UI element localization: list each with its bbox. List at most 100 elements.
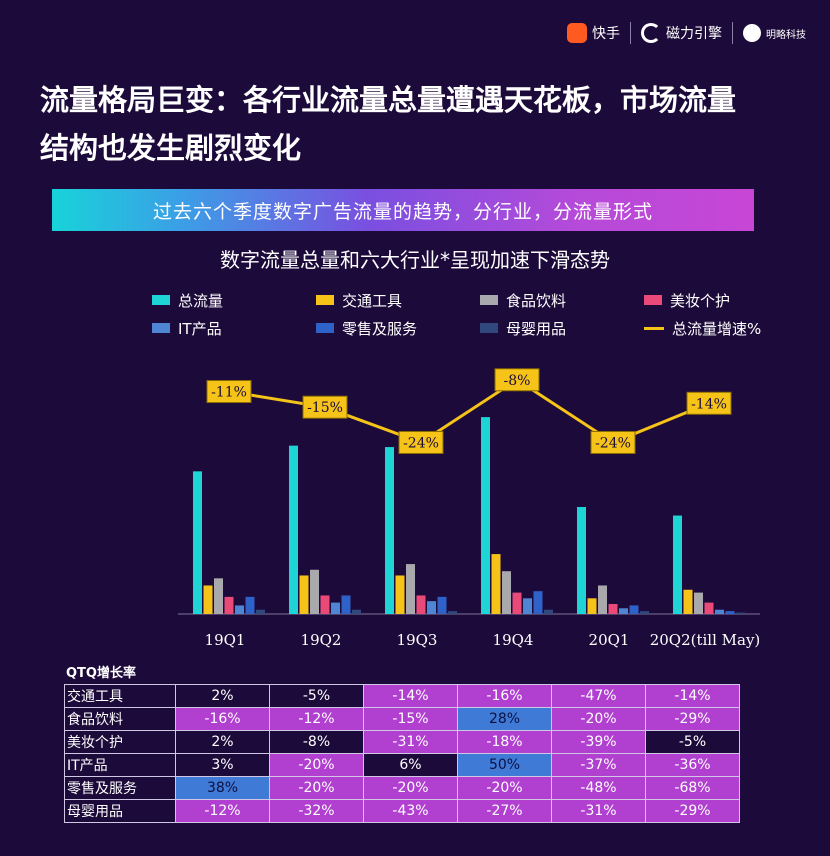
bar-零售及服务-19Q4 (533, 591, 543, 614)
chart-legend: 总流量 交通工具 食品饮料 美妆个护 IT产品 零售及服务 母婴用品 总流量增速% (152, 290, 812, 338)
brand-logos: 快手 磁力引擎 明略科技 (567, 22, 806, 44)
growth-label-box (302, 395, 348, 419)
legend-item: 零售及服务 (316, 318, 480, 338)
bar-交通工具-19Q3 (395, 575, 405, 614)
growth-label: -15% (307, 400, 343, 416)
bar-零售及服务-20Q2(till May) (725, 611, 735, 614)
qtq-row-label: 交通工具 (64, 684, 176, 708)
qtq-cell: -8% (269, 730, 364, 754)
bar-母婴用品-19Q4 (544, 609, 553, 614)
mingjing-logo-text: 明略科技 (766, 29, 806, 41)
bar-美妆个护-19Q2 (320, 595, 330, 614)
growth-label-box (590, 430, 636, 454)
qtq-cell: -29% (645, 707, 740, 731)
qtq-row: 食品饮料 -16% -12% -15% 28% -20% -29% (64, 707, 740, 731)
bar-交通工具-19Q2 (299, 575, 309, 614)
cili-logo-text: 磁力引擎 (666, 26, 722, 42)
legend-item: 总流量增速% (644, 318, 808, 338)
legend-label: 母婴用品 (506, 319, 567, 338)
bar-IT产品-20Q1 (619, 608, 628, 614)
qtq-cell: -20% (551, 707, 646, 731)
growth-label-box (398, 430, 444, 454)
bar-总流量-19Q1 (193, 471, 202, 614)
qtq-cell: -39% (551, 730, 646, 754)
qtq-cell: 28% (457, 707, 552, 731)
growth-label: -8% (504, 373, 531, 389)
bar-交通工具-19Q1 (203, 585, 213, 614)
legend-item: 母婴用品 (480, 318, 644, 338)
bar-美妆个护-19Q4 (512, 592, 522, 614)
x-tick-label: 20Q2(till May) (650, 631, 761, 649)
qtq-row-label: 母婴用品 (64, 799, 176, 823)
qtq-cell: -29% (645, 799, 740, 823)
x-tick-label: 19Q1 (205, 631, 246, 649)
bar-IT产品-20Q2(till May) (715, 609, 724, 614)
section-banner-text: 过去六个季度数字广告流量的趋势，分行业，分流量形式 (152, 200, 653, 223)
qtq-cell: -31% (551, 799, 646, 823)
legend-label: 总流量 (178, 291, 224, 310)
cili-logo-icon (641, 23, 661, 43)
bar-IT产品-19Q1 (235, 605, 244, 614)
qtq-cell: 50% (457, 753, 552, 777)
qtq-cell: -31% (363, 730, 458, 754)
growth-label-box (494, 368, 540, 392)
qtq-cell: -18% (457, 730, 552, 754)
legend-swatch (480, 295, 498, 305)
bar-美妆个护-19Q1 (224, 596, 234, 614)
bar-交通工具-20Q2(till May) (683, 589, 693, 614)
bar-食品饮料-20Q1 (598, 585, 607, 614)
qtq-table-title: QTQ增长率 (66, 666, 136, 681)
legend-swatch (152, 295, 170, 305)
qtq-cell: -12% (175, 799, 270, 823)
bar-总流量-19Q2 (289, 445, 298, 614)
qtq-cell: -5% (269, 684, 364, 708)
bar-食品饮料-19Q4 (502, 571, 511, 614)
legend-label: 食品饮料 (506, 291, 567, 310)
x-tick-label: 19Q3 (397, 631, 438, 649)
legend-swatch (644, 295, 662, 305)
x-tick-label: 19Q4 (493, 631, 534, 649)
page-headline: 流量格局巨变：各行业流量总量遭遇天花板，市场流量结构也发生剧烈变化 (40, 83, 737, 165)
qtq-cell: -47% (551, 684, 646, 708)
bar-总流量-20Q2(till May) (673, 515, 682, 614)
x-tick-label: 20Q1 (589, 631, 630, 649)
qtq-cell: -27% (457, 799, 552, 823)
qtq-cell: 3% (175, 753, 270, 777)
bar-母婴用品-19Q1 (256, 609, 265, 614)
qtq-cell: -20% (269, 776, 364, 800)
mingjing-logo-icon (743, 24, 761, 42)
logo-divider (630, 22, 631, 44)
kuaishou-logo: 快手 (567, 23, 620, 43)
qtq-cell: -20% (363, 776, 458, 800)
bar-交通工具-19Q4 (491, 554, 501, 614)
legend-item: 总流量 (152, 290, 316, 310)
bar-交通工具-20Q1 (587, 598, 597, 614)
qtq-cell: -5% (645, 730, 740, 754)
logo-divider (732, 22, 733, 44)
qtq-cell: -48% (551, 776, 646, 800)
growth-label: -11% (211, 385, 247, 401)
cili-logo: 磁力引擎 (641, 23, 722, 43)
qtq-row: 母婴用品 -12% -32% -43% -27% -31% -29% (64, 799, 740, 823)
qtq-cell: -36% (645, 753, 740, 777)
legend-swatch (644, 326, 664, 330)
qtq-cell: 6% (363, 753, 458, 777)
qtq-row-label: 美妆个护 (64, 730, 176, 754)
legend-item: IT产品 (152, 318, 316, 338)
bar-IT产品-19Q2 (331, 602, 340, 614)
bar-美妆个护-20Q2(till May) (704, 602, 714, 614)
bar-美妆个护-19Q3 (416, 595, 426, 614)
growth-label-box (206, 380, 252, 404)
legend-swatch (152, 323, 170, 333)
growth-label: -24% (403, 435, 439, 451)
growth-label: -14% (691, 396, 727, 412)
qtq-cell: -20% (269, 753, 364, 777)
bar-母婴用品-20Q2(till May) (736, 612, 745, 614)
qtq-cell: 38% (175, 776, 270, 800)
qtq-cell: 2% (175, 684, 270, 708)
bar-食品饮料-20Q2(till May) (694, 592, 703, 614)
legend-label: 交通工具 (342, 291, 403, 310)
qtq-cell: -32% (269, 799, 364, 823)
bar-零售及服务-19Q2 (341, 595, 351, 614)
bar-零售及服务-19Q1 (245, 596, 255, 614)
